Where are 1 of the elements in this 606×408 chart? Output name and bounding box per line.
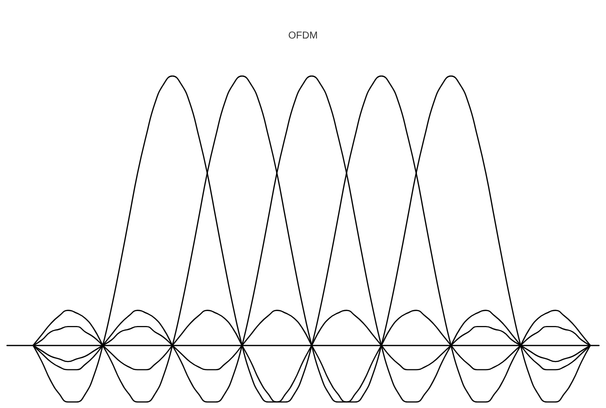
chart-title: OFDM bbox=[288, 30, 318, 42]
